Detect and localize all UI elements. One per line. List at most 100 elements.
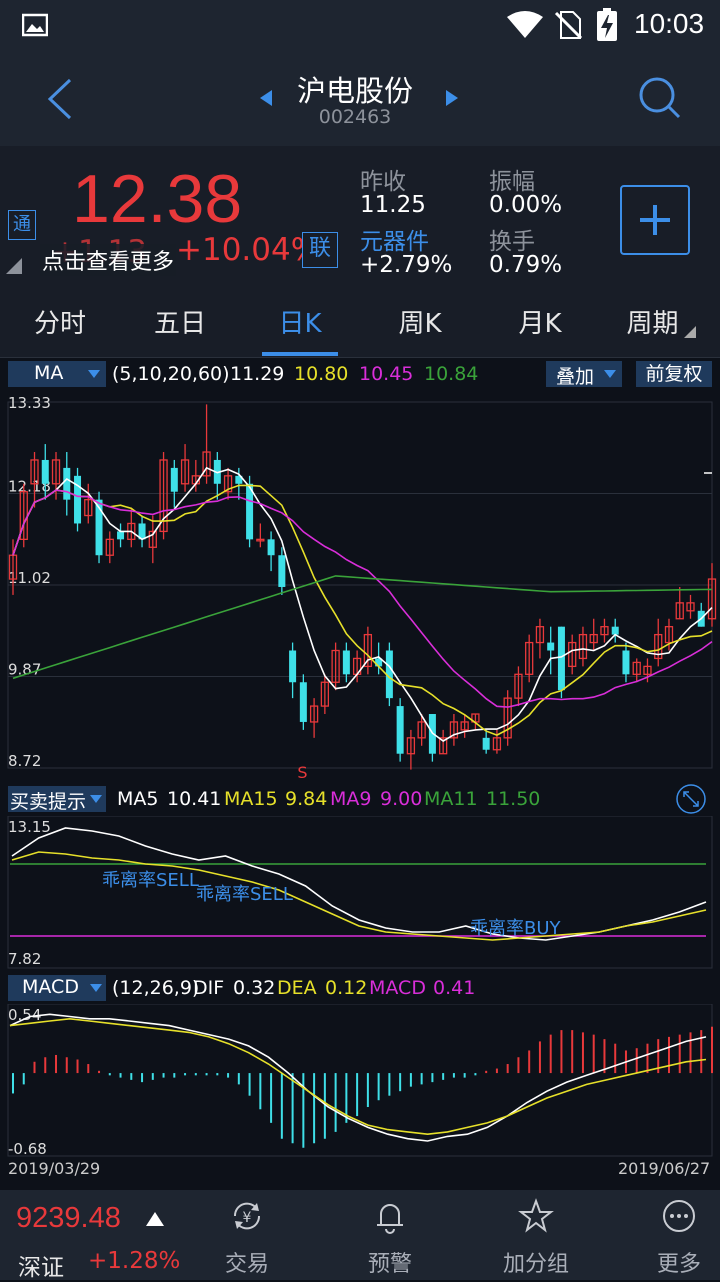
date-end: 2019/06/27 xyxy=(618,1159,711,1178)
no-sim-icon xyxy=(554,11,583,40)
candle-body xyxy=(396,706,404,754)
ma-selector[interactable]: MA xyxy=(8,361,106,387)
overlay-selector[interactable]: 叠加 xyxy=(546,361,622,388)
ma10-line xyxy=(12,484,713,736)
tab-period[interactable]: 周期 xyxy=(626,309,679,339)
back-icon[interactable] xyxy=(44,78,74,120)
y-axis-label: 12.18 xyxy=(8,478,51,496)
nav-alert[interactable]: 预警 xyxy=(355,1198,425,1278)
candle-body xyxy=(246,483,254,540)
candle-body xyxy=(514,673,523,699)
ma15-line xyxy=(11,851,707,941)
candle-body xyxy=(74,475,82,524)
candle-body xyxy=(589,633,598,644)
macd-params: (12,26,9) xyxy=(112,977,200,999)
status-bar: 10:03 xyxy=(0,0,720,52)
turnover-label: 换手 xyxy=(489,229,535,255)
header-bar: 沪电股份 002463 xyxy=(0,52,720,146)
tab-five-day[interactable]: 五日 xyxy=(153,309,206,339)
bottom-bar: 9239.48 深证 +1.28% ¥ 交易 预警 加分组 更多 xyxy=(0,1190,720,1281)
period-tabs: 分时 五日 日K 周K 月K 周期 xyxy=(0,292,720,358)
ma5-line xyxy=(12,466,713,742)
up-arrow-icon xyxy=(146,1212,164,1226)
tab-monthly-k[interactable]: 月K xyxy=(518,309,562,339)
y-axis-label: 9.87 xyxy=(8,661,41,679)
tab-daily-k[interactable]: 日K xyxy=(278,309,322,339)
prev-close-value: 11.25 xyxy=(360,192,426,218)
next-stock-icon[interactable] xyxy=(444,88,460,108)
kline-chart[interactable]: 13.33 12.18 11.02 9.87 8.72 S xyxy=(0,390,720,780)
dif-value: 0.32 xyxy=(233,977,276,999)
amplitude-label: 振幅 xyxy=(489,169,535,195)
candle-body xyxy=(309,705,319,723)
star-icon xyxy=(518,1198,554,1233)
candle-body xyxy=(84,499,93,517)
bs-item-value: 9.84 xyxy=(285,788,328,810)
sector-label[interactable]: 元器件 xyxy=(360,229,429,255)
fullscreen-icon[interactable] xyxy=(675,783,707,815)
nav-trade[interactable]: ¥ 交易 xyxy=(212,1198,282,1278)
nav-add-group[interactable]: 加分组 xyxy=(494,1198,578,1278)
adjust-button[interactable]: 前复权 xyxy=(636,361,712,387)
period-dropdown-icon xyxy=(684,326,696,338)
dif-label: DIF xyxy=(193,977,225,999)
quote-panel[interactable]: 12.38 +1.13 +10.04% 通 联 点击查看更多 昨收 11.25 … xyxy=(0,146,720,292)
macd-selector[interactable]: MACD xyxy=(8,975,106,1001)
active-tab-indicator xyxy=(262,352,338,356)
bs-item-value: 11.50 xyxy=(486,788,541,810)
candle-body xyxy=(8,554,18,580)
bell-icon xyxy=(377,1204,403,1234)
amplitude-value: 0.00% xyxy=(489,192,563,218)
candle-body xyxy=(202,451,211,477)
price-change-pct: +10.04% xyxy=(176,232,321,268)
ma5-value: 11.29 xyxy=(230,363,285,385)
bs-item-name: MA15 xyxy=(224,788,278,810)
ma-params: (5,10,20,60) xyxy=(112,363,230,385)
y-axis-label: 0.54 xyxy=(8,1006,41,1024)
candle-body xyxy=(568,641,577,668)
nav-trade-label: 交易 xyxy=(224,1252,269,1277)
candle-body xyxy=(51,459,61,485)
dea-value: 0.12 xyxy=(325,977,368,999)
candle-body xyxy=(600,626,609,636)
dropdown-arrow-icon xyxy=(90,984,102,992)
macd-chart[interactable]: 0.54 -0.68 xyxy=(0,1004,720,1160)
candle-body xyxy=(654,633,663,660)
add-watchlist-button[interactable] xyxy=(620,185,690,255)
ma20-value: 10.45 xyxy=(359,363,414,385)
candle-body xyxy=(331,649,340,683)
expand-corner-icon xyxy=(6,258,22,274)
turnover-value: 0.79% xyxy=(489,252,563,278)
tab-intraday[interactable]: 分时 xyxy=(33,309,86,339)
candle-body xyxy=(643,665,652,675)
prev-stock-icon[interactable] xyxy=(258,88,274,108)
date-start: 2019/03/29 xyxy=(8,1159,101,1178)
candle-body xyxy=(675,602,684,620)
dea-label: DEA xyxy=(277,977,317,999)
lian-badge[interactable]: 联 xyxy=(302,232,338,268)
candle-body xyxy=(342,650,350,675)
page-title: 沪电股份 xyxy=(296,74,413,108)
candle-body xyxy=(223,475,233,493)
macd-label: MACD xyxy=(369,977,426,999)
dropdown-arrow-icon xyxy=(88,370,100,378)
candle-body xyxy=(664,626,674,644)
search-icon[interactable] xyxy=(638,76,682,120)
candle-body xyxy=(148,530,157,548)
tab-weekly-k[interactable]: 周K xyxy=(398,309,442,339)
nav-more[interactable]: 更多 xyxy=(644,1198,714,1278)
tong-badge[interactable]: 通 xyxy=(8,210,36,240)
index-name: 深证 xyxy=(18,1255,64,1281)
candle-body xyxy=(557,626,565,691)
y-axis-label: 11.02 xyxy=(8,569,51,587)
candle-body xyxy=(299,682,307,722)
candle-body xyxy=(525,641,534,675)
candle-body xyxy=(535,626,545,644)
index-value[interactable]: 9239.48 xyxy=(16,1202,121,1234)
more-hint[interactable]: 点击查看更多 xyxy=(40,244,177,276)
bs-selector[interactable]: 买卖提示 xyxy=(8,786,106,813)
candle-body xyxy=(385,650,393,699)
sell-annotation: 乖离率SELL xyxy=(196,884,293,905)
bs-item-value: 9.00 xyxy=(380,788,423,810)
